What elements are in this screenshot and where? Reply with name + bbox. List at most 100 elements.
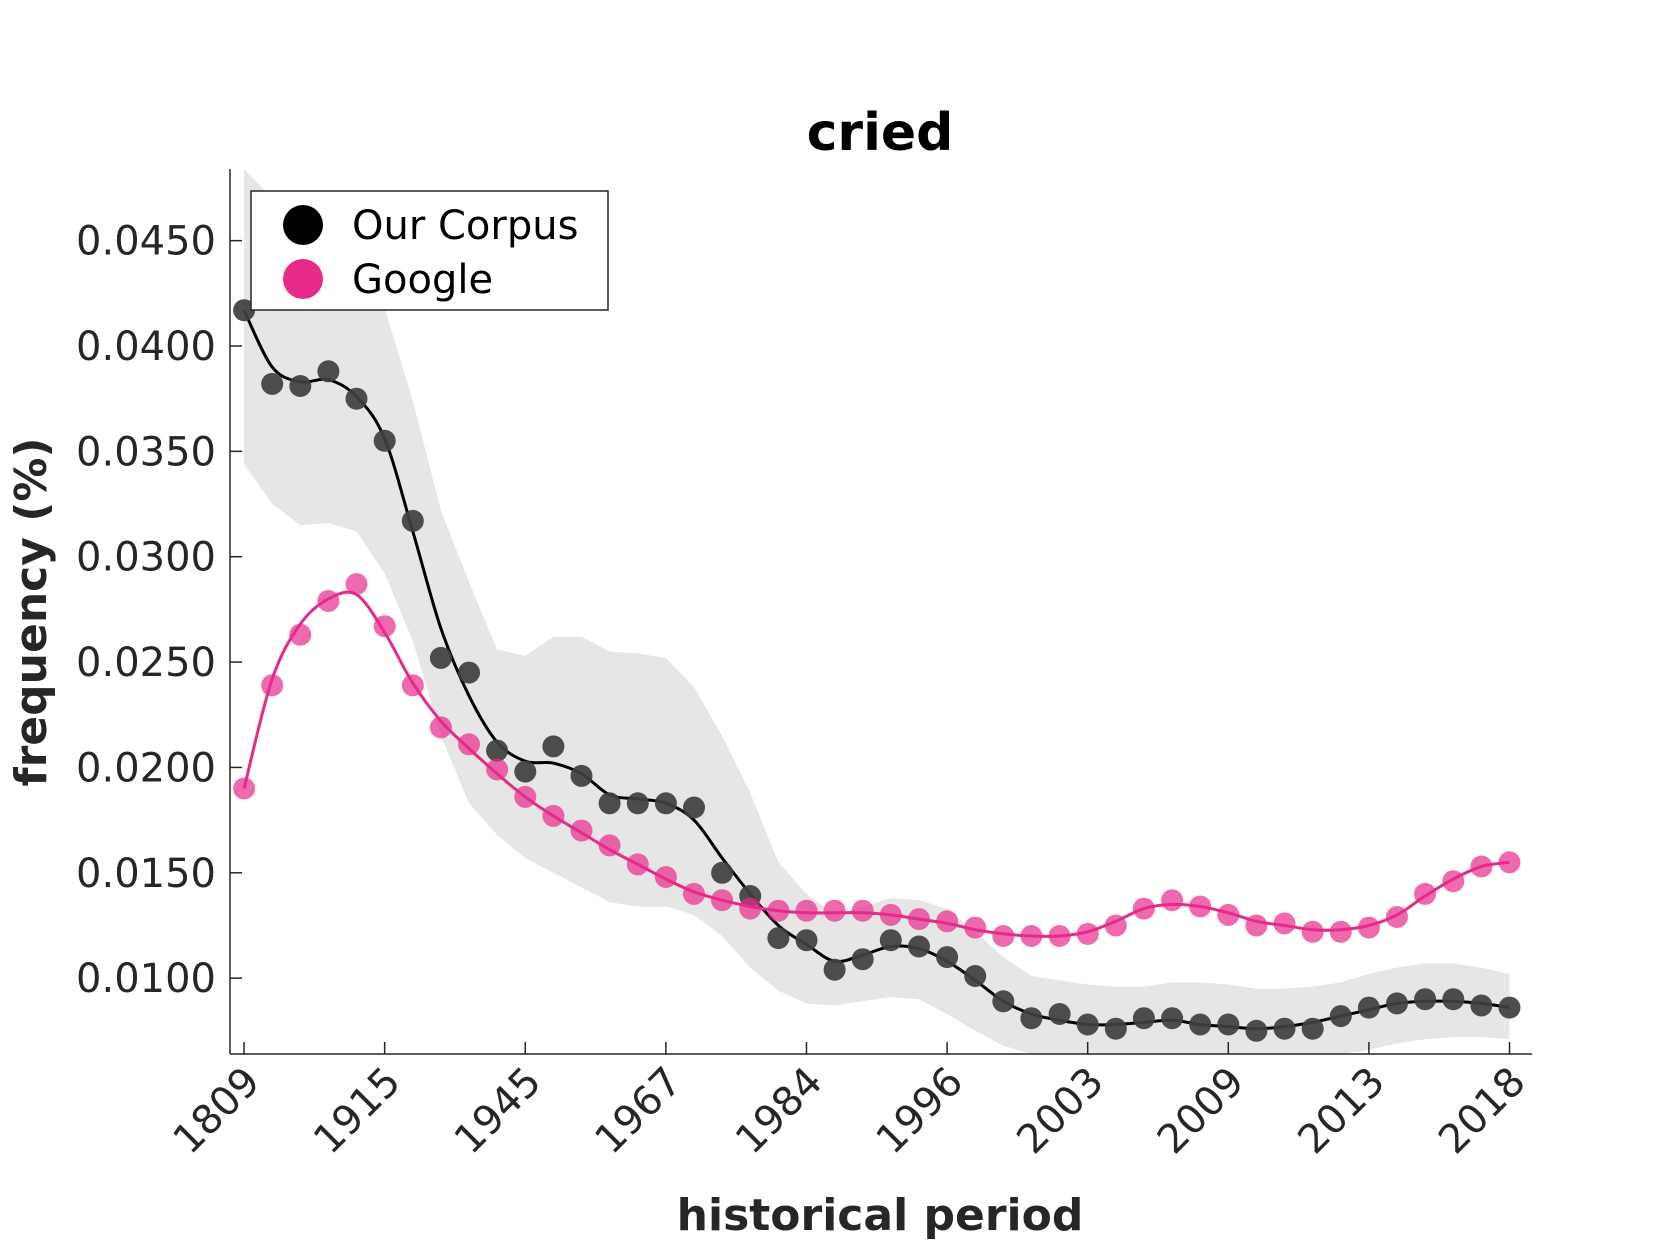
data-point [1245, 914, 1268, 937]
data-point [1498, 996, 1521, 1019]
y-tick-label: 0.0450 [76, 219, 216, 265]
data-point [1132, 897, 1155, 920]
x-axis-title: historical period [677, 1190, 1084, 1241]
y-tick-label: 0.0350 [76, 429, 216, 475]
legend: Our Corpus Google [250, 190, 609, 311]
data-point [1386, 992, 1408, 1015]
data-point [964, 965, 987, 987]
data-point [1161, 889, 1184, 912]
data-point [542, 804, 565, 827]
data-point [795, 899, 818, 922]
data-point [711, 889, 734, 912]
data-point [486, 739, 509, 762]
data-point [767, 899, 790, 922]
legend-marker-our-corpus [283, 205, 323, 245]
data-point [1020, 925, 1043, 947]
data-point [992, 990, 1015, 1013]
y-tick-label: 0.0200 [76, 745, 216, 791]
data-point [345, 387, 368, 410]
data-point [823, 958, 846, 981]
data-point [570, 764, 593, 787]
data-point [851, 948, 874, 971]
data-point [598, 834, 621, 857]
y-tick-label: 0.0400 [76, 324, 216, 370]
data-point [1104, 1017, 1127, 1040]
confidence-band-layer [244, 169, 1510, 1054]
data-point [626, 792, 649, 815]
y-tick-label: 0.0100 [76, 956, 216, 1002]
chart-title: cried [807, 103, 954, 163]
data-point [908, 908, 930, 931]
data-point [373, 429, 396, 452]
data-point [1076, 1013, 1099, 1036]
data-point [1329, 920, 1352, 943]
data-point [233, 777, 256, 800]
data-point [654, 792, 677, 815]
data-point [429, 646, 452, 669]
y-ticks: 0.0100 0.0150 0.0200 0.0250 0.0300 0.0350 0.04… [76, 219, 242, 1002]
legend-label-google: Google [352, 257, 493, 303]
y-tick-label: 0.0300 [76, 535, 216, 581]
legend-marker-google [283, 259, 323, 299]
data-point [1414, 882, 1437, 905]
data-point [1076, 922, 1099, 945]
data-point [317, 590, 340, 612]
legend-label-our-corpus: Our Corpus [352, 203, 578, 249]
data-point [429, 716, 452, 739]
data-point [1357, 916, 1380, 939]
y-tick-label: 0.0250 [76, 640, 216, 686]
data-point [261, 674, 284, 697]
data-point [598, 792, 621, 815]
data-point [683, 882, 705, 905]
data-point [1498, 851, 1521, 874]
series-layer [233, 299, 1521, 1042]
y-tick-label: 0.0150 [76, 851, 216, 897]
data-point [233, 299, 256, 322]
data-point [1245, 1019, 1268, 1042]
data-point [908, 935, 930, 958]
data-point [486, 758, 509, 781]
data-point [1470, 855, 1493, 878]
data-point [1020, 1007, 1043, 1030]
data-point [514, 785, 537, 808]
data-point [992, 925, 1015, 947]
data-point [739, 897, 762, 920]
data-point [1189, 895, 1212, 918]
data-point [1329, 1005, 1352, 1028]
data-point [1132, 1007, 1155, 1030]
data-point [936, 946, 959, 969]
data-point [514, 760, 537, 783]
data-point [542, 735, 565, 758]
data-point [1273, 912, 1296, 935]
data-point [767, 927, 790, 950]
data-point [458, 733, 480, 756]
data-point [345, 573, 368, 596]
axes [229, 169, 1532, 1055]
data-point [879, 903, 902, 926]
series-our-corpus [233, 299, 1521, 1042]
data-point [401, 674, 424, 697]
data-point [373, 615, 396, 638]
data-point [1273, 1017, 1296, 1040]
data-point [1470, 994, 1493, 1017]
data-point [711, 861, 734, 884]
data-point [1442, 988, 1465, 1011]
data-point [1414, 988, 1437, 1011]
data-point [936, 910, 959, 933]
data-point [1217, 1013, 1240, 1036]
data-point [1386, 906, 1408, 928]
data-point [317, 360, 340, 383]
data-point [1048, 925, 1071, 947]
data-point [683, 796, 705, 819]
data-point [964, 916, 987, 939]
data-point [401, 509, 424, 532]
data-point [626, 853, 649, 876]
series-google [233, 573, 1521, 947]
data-point [289, 375, 312, 397]
data-point [1442, 870, 1465, 893]
data-point [1104, 914, 1127, 937]
data-point [261, 372, 284, 395]
data-point [1048, 1003, 1071, 1025]
data-point [570, 819, 593, 842]
